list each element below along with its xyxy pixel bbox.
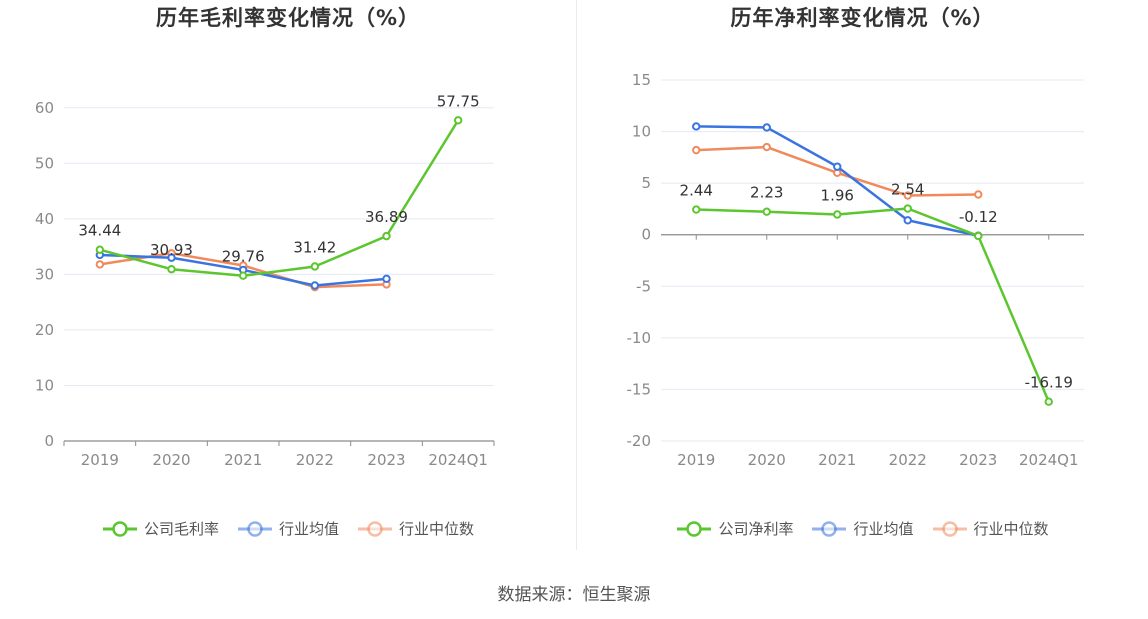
legend-label: 行业中位数 xyxy=(399,520,475,538)
data-label: 34.44 xyxy=(78,222,121,240)
legend-swatch-icon xyxy=(932,520,967,537)
data-label: -0.12 xyxy=(959,208,998,226)
y-tick-label: -15 xyxy=(627,380,652,398)
x-tick-label: 2022 xyxy=(889,451,927,469)
legend-item[interactable]: 行业中位数 xyxy=(932,518,1049,539)
y-tick-label: 10 xyxy=(35,376,54,394)
data-label: 1.96 xyxy=(821,186,854,204)
y-tick-label: 60 xyxy=(35,99,54,117)
data-label: 31.42 xyxy=(293,238,336,256)
data-point xyxy=(95,260,105,269)
legend-marker xyxy=(247,520,263,537)
y-tick-label: 15 xyxy=(632,71,651,89)
data-point xyxy=(238,271,248,280)
data-label: 36.89 xyxy=(365,208,408,226)
x-tick-label: 2024Q1 xyxy=(428,451,488,469)
data-point xyxy=(833,210,842,219)
x-tick-label: 2024Q1 xyxy=(1019,451,1079,469)
data-point xyxy=(903,191,912,200)
chart-legend: 公司毛利率 行业均值 行业中位数 xyxy=(0,518,576,539)
data-point xyxy=(903,204,912,213)
data-label: 2.44 xyxy=(680,182,713,200)
legend-label: 行业均值 xyxy=(278,520,339,538)
x-tick-label: 2023 xyxy=(959,451,997,469)
panel-divider xyxy=(576,0,577,550)
legend-marker xyxy=(941,520,958,537)
data-point xyxy=(310,281,320,290)
data-point xyxy=(95,245,105,254)
data-point xyxy=(833,162,842,171)
y-tick-label: 30 xyxy=(35,265,54,283)
legend-marker xyxy=(367,520,383,537)
x-tick-label: 2021 xyxy=(224,451,262,469)
legend-item[interactable]: 行业中位数 xyxy=(357,518,474,539)
y-tick-label: 20 xyxy=(35,321,54,339)
data-point xyxy=(762,123,771,132)
data-point xyxy=(382,231,391,241)
chart-title: 历年毛利率变化情况（%） xyxy=(155,6,421,30)
data-point xyxy=(974,190,983,199)
gross-margin-chart: 0 10 20 30 40 50 60 2019 2020 2021 2022 2023 2024Q1 3… xyxy=(35,92,495,469)
y-tick-label: -10 xyxy=(627,329,652,347)
net-margin-chart: -20 -15 -10 -5 0 5 10 15 2019 2020 2021 2022 2023 202… xyxy=(627,71,1084,469)
legend-swatch-icon xyxy=(677,520,712,537)
legend-swatch-icon xyxy=(358,520,392,537)
y-tick-label: -20 xyxy=(627,432,652,450)
legend-item[interactable]: 行业均值 xyxy=(237,518,339,539)
legend-swatch-icon xyxy=(237,520,272,537)
x-tick-label: 2022 xyxy=(296,451,334,469)
data-point xyxy=(453,116,463,125)
chart-legend: 公司净利率 行业均值 行业中位数 xyxy=(577,518,1148,539)
legend-label: 公司毛利率 xyxy=(143,520,219,538)
legend-swatch-icon xyxy=(812,520,847,537)
data-point xyxy=(762,142,771,152)
x-tick-label: 2019 xyxy=(677,451,715,469)
data-point xyxy=(692,122,701,131)
data-label: 2.54 xyxy=(891,181,924,199)
legend-marker xyxy=(686,520,703,537)
y-tick-label: 50 xyxy=(35,154,54,172)
chart-title: 历年净利率变化情况（%） xyxy=(730,6,995,30)
data-label: 57.75 xyxy=(437,92,480,110)
data-point xyxy=(310,262,320,271)
y-tick-label: 40 xyxy=(35,210,54,228)
legend-swatch-icon xyxy=(102,520,137,537)
legend-label: 行业中位数 xyxy=(973,520,1049,538)
data-source-note: 数据来源：恒生聚源 xyxy=(497,585,651,605)
data-label: 30.93 xyxy=(150,241,193,259)
x-tick-label: 2020 xyxy=(748,451,786,469)
legend-label: 公司净利率 xyxy=(718,520,794,538)
x-tick-label: 2019 xyxy=(81,451,119,469)
legend-item[interactable]: 行业均值 xyxy=(811,518,914,539)
legend-item[interactable]: 公司净利率 xyxy=(676,518,793,539)
gross-margin-chart-panel: 历年毛利率变化情况（%） 0 10 20 30 40 50 60 2019 2020 2021 20… xyxy=(0,0,576,560)
data-point xyxy=(762,207,771,216)
legend-item[interactable]: 公司毛利率 xyxy=(102,518,219,539)
data-point xyxy=(692,205,701,214)
data-point xyxy=(1044,397,1053,406)
net-margin-chart-panel: 历年净利率变化情况（%） -20 -15 -10 -5 0 5 10 15 2019 2020 20… xyxy=(577,0,1148,560)
series-line xyxy=(696,207,1050,403)
data-point xyxy=(167,253,176,262)
data-point xyxy=(974,231,983,241)
y-tick-label: 0 xyxy=(44,432,54,450)
x-tick-label: 2021 xyxy=(818,451,856,469)
data-point xyxy=(903,216,912,225)
y-tick-label: 0 xyxy=(641,226,651,244)
x-tick-label: 2020 xyxy=(152,451,190,469)
x-tick-label: 2023 xyxy=(367,451,405,469)
data-label: 2.23 xyxy=(750,184,783,202)
data-point xyxy=(692,145,701,155)
y-tick-label: 10 xyxy=(632,123,651,141)
y-tick-label: 5 xyxy=(641,174,651,192)
legend-marker xyxy=(112,520,128,537)
legend-marker xyxy=(821,520,838,537)
y-tick-label: -5 xyxy=(636,277,651,295)
series-line xyxy=(99,119,460,277)
data-label: -16.19 xyxy=(1025,374,1073,392)
data-point xyxy=(167,265,176,274)
legend-label: 行业均值 xyxy=(853,520,914,538)
data-label: 29.76 xyxy=(222,248,265,266)
data-point xyxy=(382,274,391,284)
